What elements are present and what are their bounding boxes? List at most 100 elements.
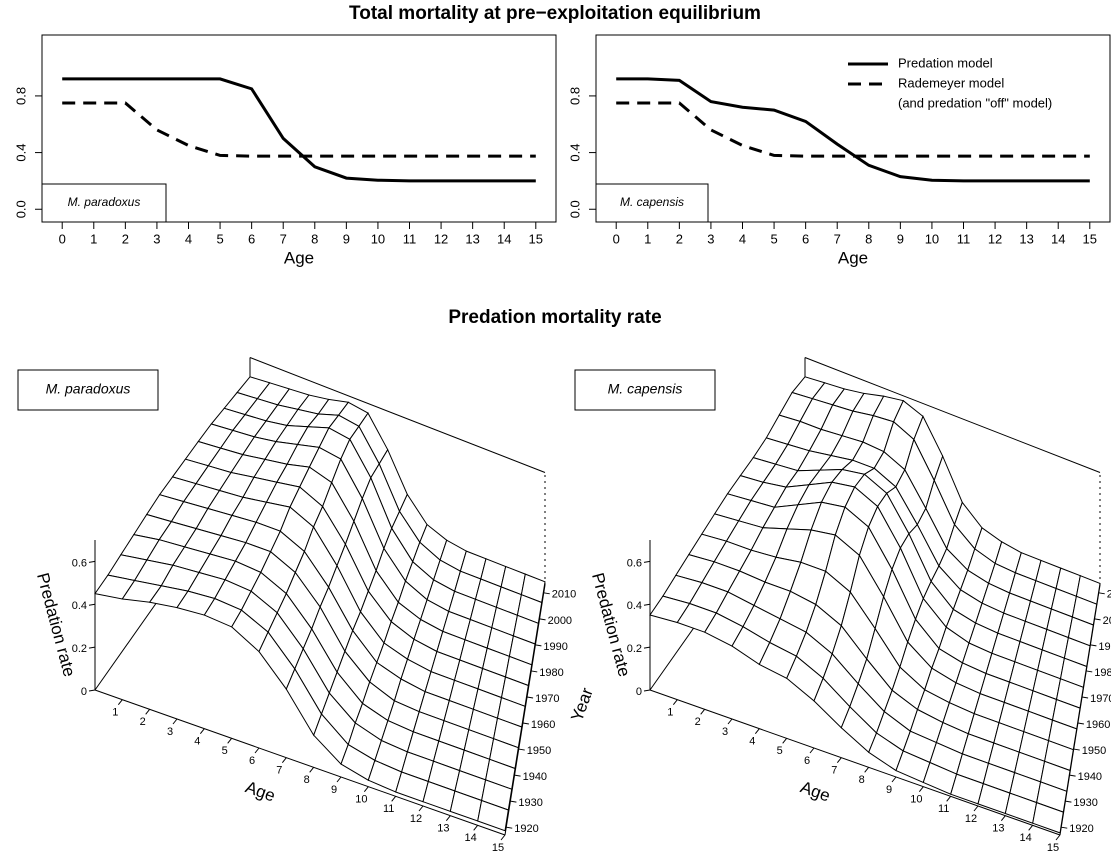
y-tick	[535, 644, 542, 647]
y-tick-label: 1990	[543, 641, 567, 653]
line-series	[62, 77, 536, 183]
y-tick-label: 1990	[1098, 641, 1111, 653]
x-tick-label: 11	[938, 803, 949, 815]
z-tick	[88, 689, 96, 692]
y-tick	[522, 722, 529, 725]
x-tick-label: 7	[834, 231, 841, 246]
z-tick-label: 0.6	[72, 557, 87, 569]
y-tick-label: 0.0	[13, 200, 28, 218]
y-tick	[518, 748, 525, 751]
x-tick	[473, 825, 479, 831]
x-tick-label: 8	[859, 774, 865, 786]
z-tick	[643, 603, 651, 606]
x-axis-label: Age	[284, 248, 314, 267]
annotation-box	[17, 369, 159, 411]
y-tick-label: 1920	[1069, 823, 1093, 835]
x-tick-label: 3	[722, 726, 728, 738]
y-tick-label: 0.8	[13, 87, 28, 105]
y-tick	[1098, 592, 1105, 595]
z-tick-label: 0.6	[627, 557, 642, 569]
x-tick	[172, 718, 178, 725]
y-tick	[1090, 644, 1097, 647]
y-tick-label: 0.4	[567, 144, 582, 162]
x-tick-label: 5	[777, 745, 783, 757]
x-tick	[727, 718, 733, 725]
x-tick	[227, 738, 233, 744]
x-tick-label: 4	[749, 736, 755, 748]
y-tick	[527, 696, 534, 699]
x-tick	[973, 805, 979, 812]
legend-label: Predation model	[898, 55, 993, 70]
x-tick-label: 8	[304, 774, 310, 786]
x-tick-label: 12	[434, 231, 448, 246]
line-series	[616, 101, 1090, 158]
y-tick-label: 1940	[523, 771, 547, 783]
plot-frame	[41, 34, 557, 223]
x-tick	[281, 757, 287, 763]
x-tick	[754, 728, 760, 734]
z-tick	[643, 689, 651, 692]
y-tick	[514, 774, 521, 777]
x-tick-label: 0	[59, 231, 66, 246]
x-tick-label: 6	[802, 231, 809, 246]
x-tick	[445, 815, 451, 821]
x-tick	[946, 796, 952, 802]
x-tick	[254, 747, 260, 754]
y-tick	[1086, 670, 1093, 673]
x-tick-label: 14	[1020, 832, 1032, 844]
x-tick-label: 11	[383, 803, 394, 815]
x-tick-label: 9	[331, 784, 337, 796]
x-tick-label: 15	[1047, 842, 1059, 853]
y-tick	[531, 670, 538, 673]
x-tick-label: 13	[437, 823, 449, 835]
x-tick-label: 7	[276, 765, 282, 777]
x-tick-label: 7	[831, 765, 837, 777]
x-tick-label: 2	[122, 231, 129, 246]
y-tick-label: 1950	[527, 745, 551, 757]
x-tick	[145, 709, 151, 715]
y-tick-label: 1980	[539, 667, 563, 679]
y-tick-label: 1970	[535, 693, 559, 705]
y-tick-label: 1930	[518, 797, 542, 809]
x-axis-label: Age	[838, 248, 868, 267]
x-tick-label: 3	[707, 231, 714, 246]
x-tick	[199, 728, 205, 734]
x-tick-label: 8	[865, 231, 872, 246]
x-tick-label: 2	[140, 716, 146, 728]
annotation-box	[41, 183, 167, 223]
y-tick	[510, 800, 517, 803]
surface-cell	[477, 799, 509, 832]
chart-title: Predation mortality rate	[448, 307, 661, 328]
z-tick-label: 0.2	[72, 643, 87, 655]
y-tick-label: 1920	[514, 823, 538, 835]
z-tick	[88, 603, 96, 606]
x-tick-label: 13	[1019, 231, 1033, 246]
x-tick	[500, 834, 506, 841]
y-tick-label: 0.0	[567, 200, 582, 218]
y-tick-label: 1960	[531, 719, 555, 731]
x-tick	[1028, 825, 1034, 831]
x-tick-label: 1	[644, 231, 651, 246]
x-tick-label: 6	[804, 755, 810, 767]
y-tick	[1061, 826, 1068, 829]
z-tick-label: 0.4	[72, 600, 87, 612]
y-tick-label: 1930	[1073, 797, 1097, 809]
x-tick	[672, 699, 678, 705]
x-tick-label: 5	[216, 231, 223, 246]
y-tick-label: 0.8	[567, 87, 582, 105]
x-tick-label: 13	[465, 231, 479, 246]
y-tick	[1094, 618, 1101, 621]
x-tick-label: 14	[497, 231, 511, 246]
x-tick	[336, 776, 342, 783]
x-tick-label: 1	[112, 707, 118, 719]
y-tick-label: 1970	[1090, 693, 1111, 705]
x-tick-label: 10	[925, 231, 939, 246]
box-edge	[804, 357, 1101, 473]
x-tick-label: 9	[897, 231, 904, 246]
x-tick-label: 9	[343, 231, 350, 246]
x-tick-label: 1	[90, 231, 97, 246]
box-edge	[249, 357, 546, 473]
y-tick	[1077, 722, 1084, 725]
x-tick	[1055, 834, 1061, 841]
z-tick	[88, 560, 96, 563]
